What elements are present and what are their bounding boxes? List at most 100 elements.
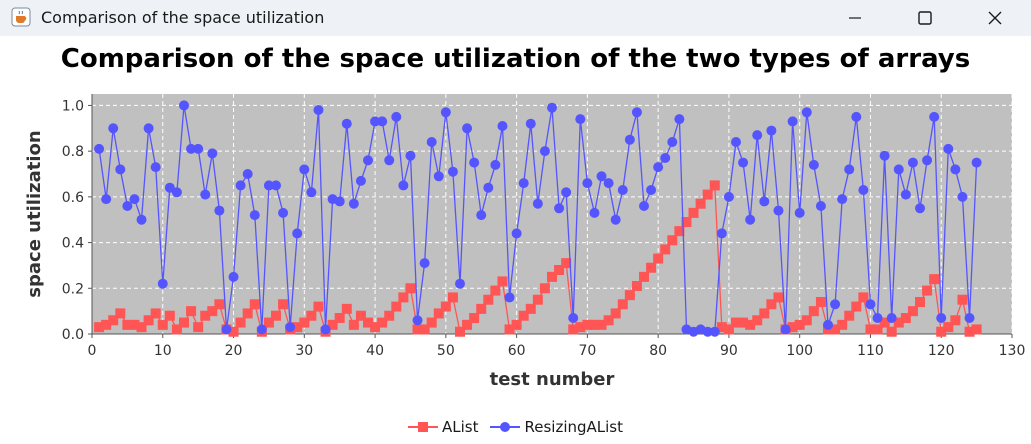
data-point-resizingalist (603, 178, 614, 189)
data-point-alist (313, 301, 324, 312)
plot-background (92, 94, 1012, 334)
data-point-alist (341, 303, 352, 314)
data-point-resizingalist (398, 180, 409, 191)
x-tick-label: 20 (225, 343, 243, 359)
data-point-resizingalist (136, 214, 147, 225)
title-bar[interactable]: Comparison of the space utilization (0, 0, 1031, 36)
data-point-alist (801, 315, 812, 326)
data-point-alist (186, 306, 197, 317)
y-tick-label: 0.2 (62, 281, 84, 297)
close-icon (988, 11, 1002, 25)
data-point-resizingalist (794, 207, 805, 218)
legend-item-alist: AList (408, 418, 478, 436)
data-point-resizingalist (589, 207, 600, 218)
data-point-alist (129, 319, 140, 330)
data-point-alist (589, 319, 600, 330)
data-point-resizingalist (462, 123, 473, 134)
data-point-resizingalist (490, 159, 501, 170)
data-point-alist (193, 322, 204, 333)
data-point-resizingalist (511, 228, 522, 239)
data-point-resizingalist (348, 198, 359, 209)
data-point-resizingalist (363, 155, 373, 166)
data-point-resizingalist (787, 116, 798, 127)
data-point-alist (136, 322, 147, 333)
data-point-resizingalist (660, 153, 671, 163)
legend-item-resizingalist: ResizingAList (490, 418, 623, 436)
window-title: Comparison of the space utilization (41, 8, 325, 27)
data-point-resizingalist (723, 191, 734, 202)
data-point-alist (667, 235, 678, 246)
data-point-alist (263, 317, 274, 328)
data-point-resizingalist (419, 258, 430, 269)
data-point-resizingalist (752, 130, 763, 141)
x-tick-label: 70 (578, 343, 596, 359)
data-point-resizingalist (157, 278, 168, 289)
data-point-resizingalist (377, 116, 388, 127)
data-point-alist (639, 271, 649, 282)
data-point-alist (858, 292, 869, 303)
data-point-resizingalist (631, 107, 642, 118)
data-point-resizingalist (929, 111, 940, 122)
data-point-resizingalist (455, 278, 465, 289)
square-marker-icon (408, 422, 438, 432)
data-point-alist (907, 306, 918, 317)
data-point-resizingalist (639, 201, 649, 211)
data-point-resizingalist (561, 187, 572, 198)
data-point-alist (228, 326, 239, 337)
data-point-alist (108, 315, 119, 326)
data-point-resizingalist (582, 178, 593, 189)
x-tick-label: 120 (928, 343, 955, 359)
data-point-alist (327, 319, 338, 330)
data-point-alist (490, 285, 501, 296)
data-point-resizingalist (101, 194, 112, 205)
data-point-resizingalist (554, 203, 565, 214)
data-point-resizingalist (950, 164, 961, 175)
data-point-alist (596, 319, 607, 330)
data-point-resizingalist (957, 191, 968, 202)
x-tick-label: 30 (295, 343, 313, 359)
maximize-icon (918, 11, 932, 25)
data-point-resizingalist (801, 107, 812, 118)
minimize-button[interactable] (820, 0, 890, 36)
data-point-resizingalist (844, 164, 855, 175)
data-point-alist (631, 281, 642, 291)
data-point-resizingalist (865, 299, 876, 310)
data-point-alist (964, 326, 975, 337)
data-point-alist (391, 301, 402, 312)
data-point-alist (539, 283, 550, 294)
data-point-resizingalist (702, 326, 713, 337)
data-point-resizingalist (617, 185, 628, 195)
data-point-resizingalist (837, 194, 848, 205)
data-point-resizingalist (193, 143, 204, 154)
data-point-alist (957, 294, 968, 305)
maximize-button[interactable] (890, 0, 960, 36)
data-point-resizingalist (610, 214, 621, 225)
data-point-alist (879, 317, 890, 328)
data-point-resizingalist (207, 148, 218, 159)
data-point-alist (164, 310, 175, 321)
data-point-resizingalist (271, 180, 281, 191)
y-tick-label: 0.0 (62, 327, 84, 343)
data-point-alist (674, 226, 685, 237)
data-point-alist (405, 283, 416, 294)
data-point-alist (660, 244, 671, 255)
data-point-alist (624, 290, 635, 301)
close-button[interactable] (960, 0, 1030, 36)
legend-label-alist: AList (442, 418, 479, 436)
data-point-alist (865, 324, 876, 335)
data-point-resizingalist (497, 121, 508, 131)
data-point-alist (702, 189, 713, 200)
data-point-alist (561, 258, 572, 269)
data-point-resizingalist (108, 123, 119, 134)
data-point-alist (971, 324, 982, 335)
data-point-alist (617, 299, 628, 310)
data-point-alist (610, 308, 621, 319)
data-point-resizingalist (823, 319, 833, 330)
data-point-alist (200, 310, 211, 321)
y-axis-label: space utilization (24, 130, 45, 297)
data-point-alist (511, 319, 522, 330)
data-point-resizingalist (879, 150, 890, 161)
data-point-resizingalist (745, 214, 756, 225)
data-point-resizingalist (773, 205, 784, 216)
data-point-resizingalist (285, 322, 296, 333)
